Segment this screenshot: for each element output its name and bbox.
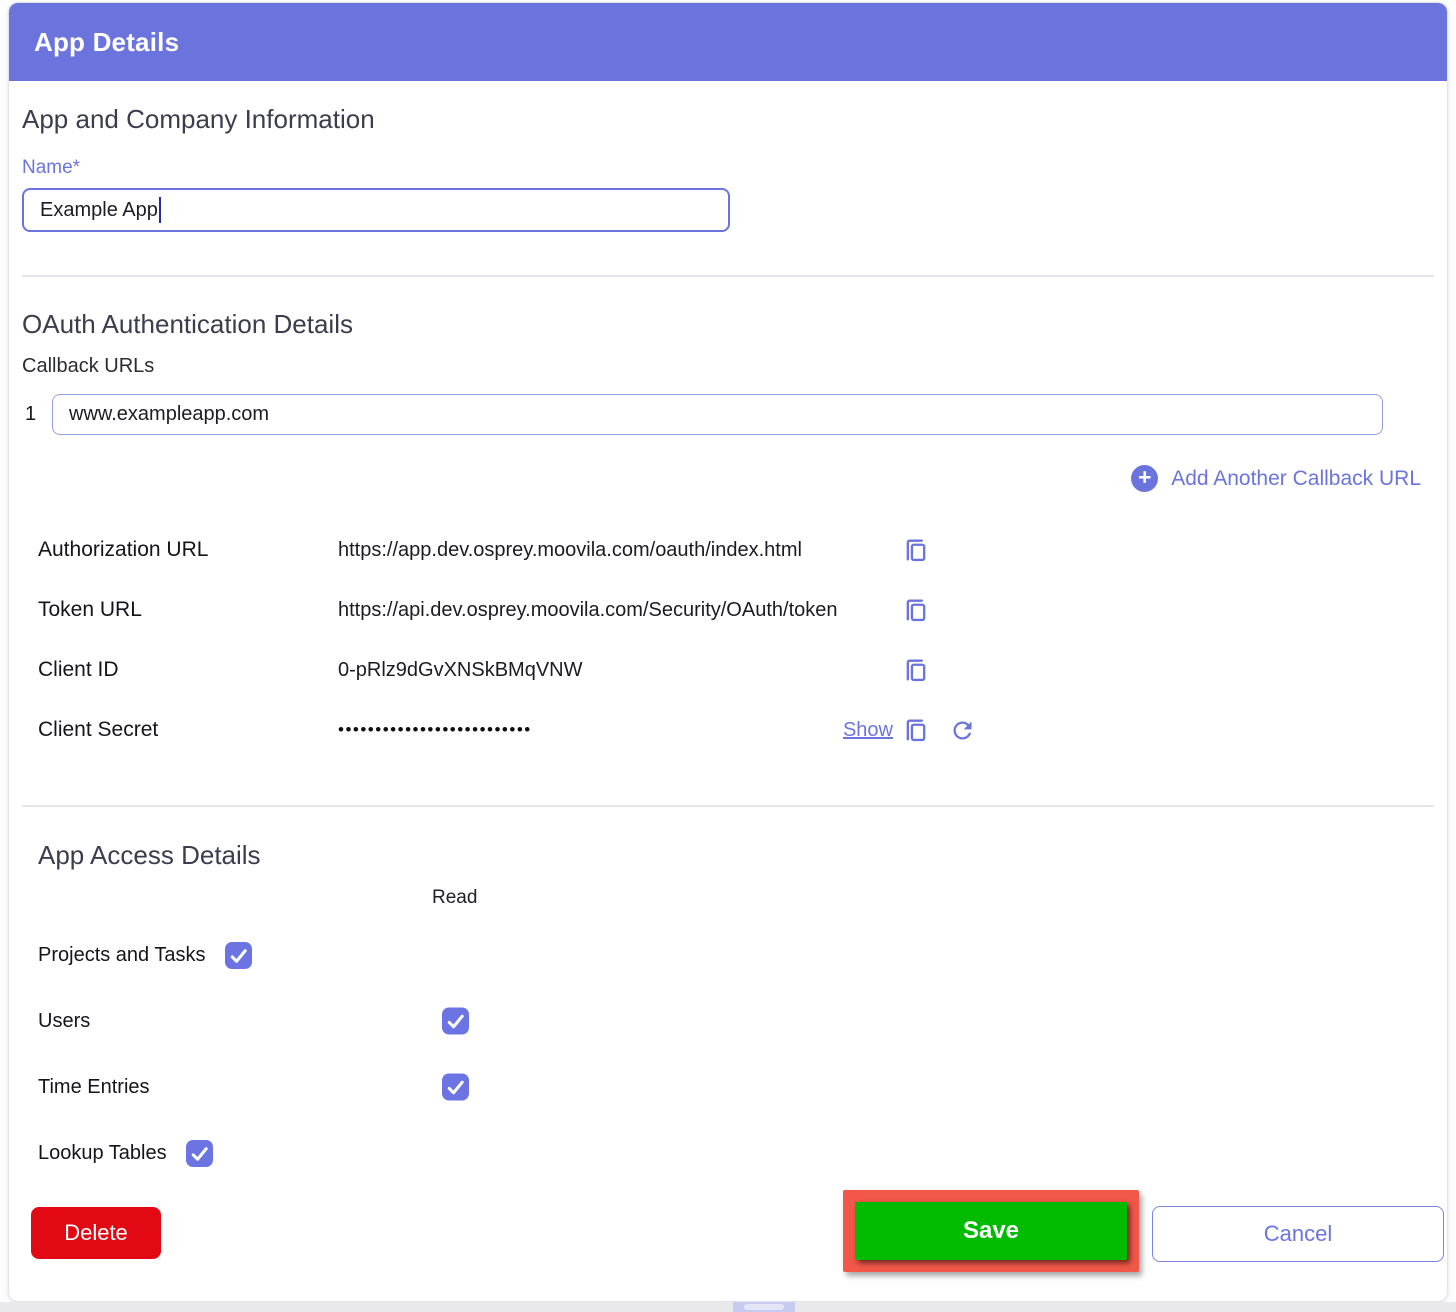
background-element-peek (733, 1302, 795, 1312)
delete-button[interactable]: Delete (31, 1207, 161, 1259)
section-title-app-info: App and Company Information (22, 104, 375, 134)
section-title-oauth: OAuth Authentication Details (22, 309, 353, 339)
section-app-info: App and Company Information Name* Exampl… (22, 104, 1434, 232)
callback-url-row: 1 www.exampleapp.com (22, 394, 1434, 435)
field-label: Token URL (38, 598, 142, 621)
field-label: Authorization URL (38, 538, 209, 561)
checkmark-icon (230, 948, 247, 963)
access-row-lookup-tables: Lookup Tables (22, 1120, 1434, 1186)
section-oauth: OAuth Authentication Details Callback UR… (22, 309, 1434, 760)
checkbox-projects-and-tasks[interactable] (224, 941, 252, 969)
page-title: App Details (34, 26, 180, 57)
access-row-label: Projects and Tasks (38, 943, 206, 966)
client-secret-masked-value: •••••••••••••••••••••••••• (338, 720, 532, 739)
checkmark-icon (191, 1146, 208, 1161)
field-value: 0-pRlz9dGvXNSkBMqVNW (338, 659, 893, 682)
field-label: Client Secret (38, 718, 159, 741)
oauth-fields: Authorization URL https://app.dev.osprey… (22, 520, 1434, 760)
checkmark-icon (447, 1014, 464, 1029)
save-button-highlight-frame: Save (843, 1190, 1139, 1272)
oauth-row-token-url: Token URL https://api.dev.osprey.moovila… (38, 580, 1434, 640)
copy-client-secret-button[interactable] (902, 716, 930, 744)
field-value: https://app.dev.osprey.moovila.com/oauth… (338, 539, 893, 562)
cancel-button[interactable]: Cancel (1152, 1206, 1444, 1262)
field-value: https://api.dev.osprey.moovila.com/Secur… (338, 599, 893, 622)
name-input[interactable]: Example App (22, 188, 730, 232)
regenerate-secret-button[interactable] (949, 717, 976, 744)
plus-icon: + (1131, 465, 1159, 492)
oauth-row-client-secret: Client Secret ••••••••••••••••••••••••••… (38, 700, 1434, 760)
copy-authorization-url-button[interactable] (902, 536, 930, 564)
callback-url-value: www.exampleapp.com (69, 403, 270, 425)
copy-icon (906, 539, 926, 562)
callback-url-index: 1 (25, 403, 37, 425)
drag-handle-pill (744, 1304, 784, 1310)
oauth-row-authorization-url: Authorization URL https://app.dev.osprey… (38, 520, 1434, 580)
field-value: •••••••••••••••••••••••••• Show (338, 719, 893, 742)
text-cursor (158, 197, 161, 223)
checkbox-users-read[interactable] (442, 1007, 469, 1035)
access-row-label: Lookup Tables (38, 1141, 167, 1164)
callback-url-input[interactable]: www.exampleapp.com (52, 394, 1383, 435)
authorization-url-value: https://app.dev.osprey.moovila.com/oauth… (338, 538, 802, 561)
show-secret-link[interactable]: Show (842, 718, 893, 741)
add-callback-url-label: Add Another Callback URL (1171, 466, 1421, 490)
field-label: Client ID (38, 658, 119, 681)
add-callback-row: + Add Another Callback URL (22, 465, 1434, 492)
page-background-strip (0, 1302, 1456, 1312)
name-input-value: Example App (40, 198, 158, 221)
checkbox-time-entries-read[interactable] (442, 1073, 469, 1101)
footer-actions: Delete Save Cancel (22, 1190, 1444, 1290)
copy-token-url-button[interactable] (902, 596, 930, 624)
access-row-label: Users (38, 1009, 91, 1032)
token-url-value: https://api.dev.osprey.moovila.com/Secur… (338, 598, 838, 621)
section-divider (22, 275, 1434, 277)
refresh-icon (953, 721, 971, 739)
name-label: Name* (22, 157, 81, 178)
app-details-card: App Details App and Company Information … (8, 2, 1448, 1302)
access-row-time-entries: Time Entries (22, 1054, 1434, 1120)
card-body: App and Company Information Name* Exampl… (9, 104, 1447, 1290)
checkbox-lookup-tables[interactable] (185, 1139, 213, 1167)
add-callback-url-button[interactable]: + Add Another Callback URL (1131, 465, 1421, 492)
access-row-label: Time Entries (38, 1075, 150, 1098)
section-divider (22, 805, 1434, 807)
oauth-row-client-id: Client ID 0-pRlz9dGvXNSkBMqVNW (38, 640, 1434, 700)
save-button[interactable]: Save (855, 1202, 1127, 1260)
access-row-projects-and-tasks: Projects and Tasks (22, 922, 1434, 988)
card-header: App Details (9, 3, 1447, 81)
copy-client-id-button[interactable] (902, 656, 930, 684)
callback-urls-label: Callback URLs (22, 355, 155, 377)
copy-icon (906, 719, 926, 742)
copy-icon (906, 599, 926, 622)
access-rows: Projects and Tasks Users (22, 922, 1434, 1186)
checkmark-icon (447, 1080, 464, 1095)
access-row-users: Users (22, 988, 1434, 1054)
section-access: App Access Details Read Projects and Tas… (22, 840, 1434, 1186)
copy-icon (906, 659, 926, 682)
read-column-header: Read (432, 887, 478, 908)
section-title-access: App Access Details (38, 840, 261, 870)
client-id-value: 0-pRlz9dGvXNSkBMqVNW (338, 658, 583, 681)
